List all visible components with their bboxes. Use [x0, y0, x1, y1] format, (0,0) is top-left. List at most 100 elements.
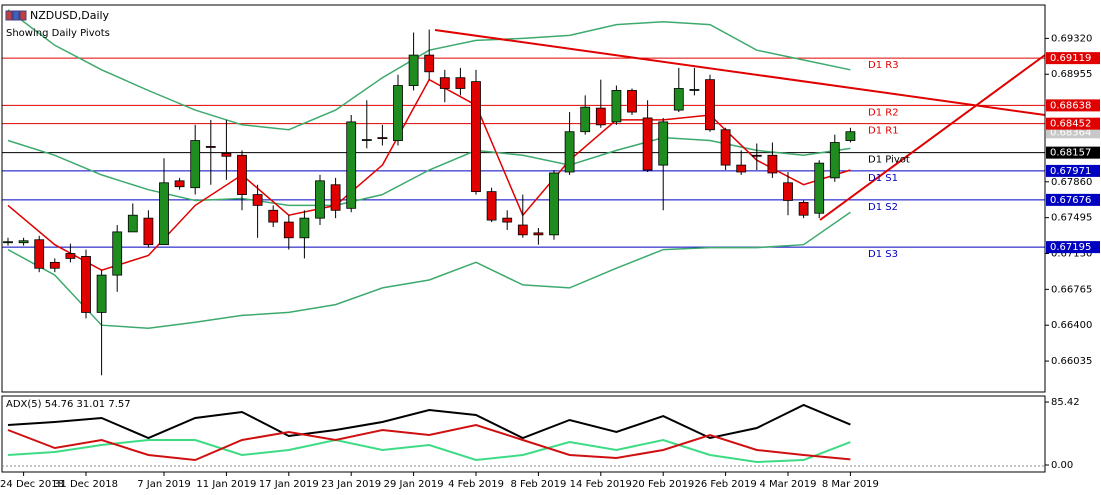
pivot-value-label: 0.67676: [1050, 195, 1091, 206]
candle-body: [642, 117, 653, 171]
pivot-value-box: [1046, 241, 1100, 254]
pivot-value-label: 0.68452: [1050, 119, 1091, 130]
x-tick-label: 4 Mar 2019: [759, 479, 816, 490]
chart-subtitle: Showing Daily Pivots: [6, 28, 110, 39]
adx-title: ADX(5) 54.76 31.01 7.57: [6, 399, 131, 410]
x-tick-label: 8 Feb 2019: [510, 479, 566, 490]
x-tick-label: 26 Feb 2019: [694, 479, 756, 490]
main-panel-border: [1, 4, 1046, 393]
candle-body: [783, 182, 793, 201]
pivot-name: D1 R1: [868, 126, 899, 137]
y-tick-label: 0.69320: [1051, 33, 1092, 44]
y-tick-label: 0.66035: [1051, 356, 1092, 367]
candle-body: [424, 54, 435, 73]
adx-line: [7, 403, 851, 440]
pivot-name: D1 S3: [868, 249, 898, 260]
x-tick-label: 4 Feb 2019: [448, 479, 504, 490]
candle-body: [205, 146, 216, 148]
adx-line: [7, 438, 851, 464]
pivot-value-label: 0.68638: [1050, 100, 1091, 111]
pivot-value-label: 0.67971: [1050, 166, 1091, 177]
candle-body: [190, 140, 201, 189]
candle-body: [533, 232, 544, 236]
x-tick-label: 29 Jan 2019: [384, 479, 444, 490]
y-tick-label: 0.66400: [1051, 320, 1092, 331]
candle-body: [486, 191, 497, 221]
candle-body: [65, 253, 76, 259]
candle-body: [346, 121, 357, 209]
y-tick-label: 0.67860: [1051, 177, 1092, 188]
pivot-name: D1 S1: [868, 173, 898, 184]
candle-body: [845, 131, 856, 141]
x-tick-label: 20 Feb 2019: [632, 479, 694, 490]
symbol-icon: [5, 10, 27, 21]
price-label: 0.68364: [1050, 127, 1091, 138]
top-layer: D1 R3 0.69119 D1 R2 0.68638 D1 R1 0.68452 D1 P…: [868, 52, 1100, 260]
x-tick-label: 8 Mar 2019: [822, 479, 879, 490]
candle-body: [736, 164, 747, 173]
candle-body: [283, 221, 294, 239]
candle-body: [96, 274, 107, 313]
candle-body: [81, 256, 91, 313]
pivot-value-box: [1046, 193, 1100, 206]
y-tick-label: 0.67130: [1051, 249, 1092, 260]
candle-body: [611, 90, 622, 123]
candle-body: [127, 214, 138, 233]
candle-body: [18, 240, 29, 244]
pivot-name: D1 R2: [868, 107, 899, 118]
indicator-line: [7, 211, 851, 329]
candle-body: [549, 172, 559, 236]
indicator-line: [7, 136, 851, 207]
icon-part: [19, 10, 27, 21]
candle-body: [330, 184, 341, 211]
y-tick-label: 0.67495: [1051, 213, 1092, 224]
x-tick-label: 23 Jan 2019: [321, 479, 381, 490]
candle-body: [159, 182, 169, 246]
candle-body: [689, 89, 700, 91]
pivot-value-box: [1046, 164, 1100, 177]
candle-body: [49, 261, 60, 269]
candle-body: [564, 131, 575, 173]
candle-body: [221, 152, 232, 157]
x-tick-label: 31 Dec 2018: [54, 479, 118, 490]
y-tick-label: 0.68955: [1051, 69, 1092, 80]
x-tick-label: 17 Jan 2019: [259, 479, 319, 490]
y-tick-label: 85.42: [1051, 397, 1080, 408]
icon-part: [12, 10, 20, 21]
trend-line: [434, 29, 1046, 116]
x-tick-label: 24 Dec 2018: [0, 479, 64, 490]
candle-body: [455, 77, 466, 89]
candle-body: [143, 217, 154, 246]
candle-body: [517, 224, 528, 236]
candle-body: [814, 162, 825, 214]
candle-body: [174, 180, 185, 188]
candle-body: [361, 139, 372, 141]
under-layer: 0.69320 0.68955 0.67860 0.67495 0.67130 0.667…: [0, 33, 1092, 490]
x-tick-label: 14 Feb 2019: [570, 479, 632, 490]
y-tick-label: 0.66765: [1051, 284, 1092, 295]
trend-line: [819, 54, 1046, 221]
pivot-value-label: 0.68157: [1050, 148, 1091, 159]
candle-body: [829, 142, 840, 179]
candle-body: [377, 137, 388, 140]
adx-line: [7, 423, 851, 462]
candle-body: [112, 231, 123, 276]
y-tick-label: 0.00: [1051, 460, 1073, 471]
pivot-value-box: [1046, 52, 1100, 65]
candle-body: [299, 217, 310, 239]
adx-panel-border: [1, 395, 1046, 473]
candle-body: [705, 79, 715, 131]
pivot-name: D1 Pivot: [868, 155, 910, 166]
icon-part: [5, 10, 13, 21]
chart-title: NZDUSD,Daily: [30, 9, 110, 22]
candle-body: [408, 54, 419, 86]
candle-body: [627, 90, 637, 113]
candle-body: [751, 154, 762, 157]
pivot-value-box: [1046, 146, 1100, 159]
mid-layer: 0.68364: [3, 9, 1100, 464]
candle-body: [673, 88, 684, 111]
candle-body: [439, 77, 450, 89]
candle-body: [3, 241, 13, 244]
